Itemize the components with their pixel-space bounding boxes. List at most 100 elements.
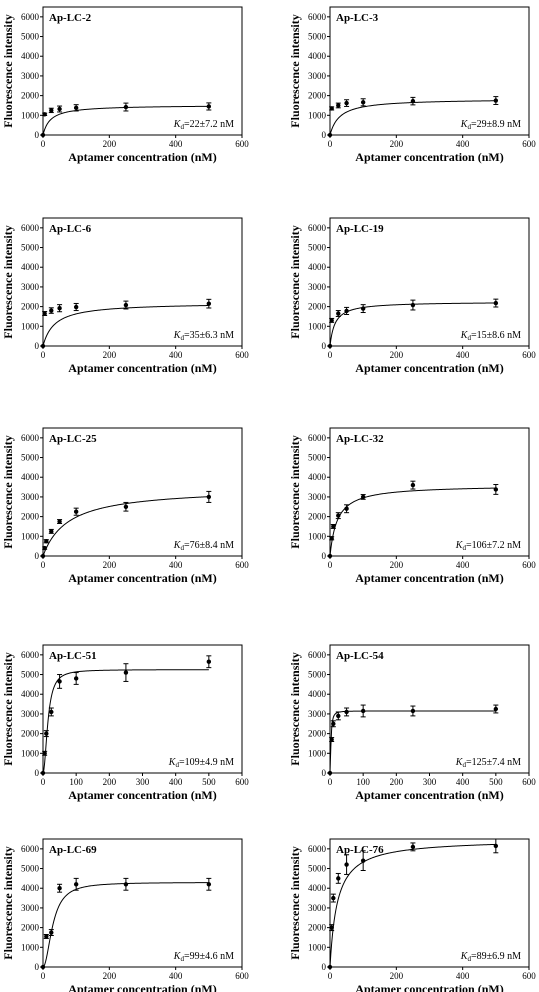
data-point xyxy=(331,895,336,901)
panel-title: Ap-LC-25 xyxy=(49,433,97,445)
y-tick-label: 4000 xyxy=(308,472,327,482)
y-tick-label: 1000 xyxy=(21,748,40,758)
y-tick-label: 3000 xyxy=(21,71,40,81)
x-axis-label: Aptamer concentration (nM) xyxy=(355,571,503,585)
kd-annotation: Kd=106±7.2 nM xyxy=(455,540,521,552)
y-tick-label: 4000 xyxy=(21,262,40,272)
y-tick-label: 5000 xyxy=(308,453,327,463)
y-axis-label: Fluorescence intensity xyxy=(1,846,15,959)
data-point xyxy=(493,487,499,492)
data-point xyxy=(57,519,62,524)
data-point xyxy=(336,713,341,719)
y-tick-label: 0 xyxy=(322,341,327,351)
chart-panel: 0 200 400 6000100020003000400050006000Aptam… xyxy=(1,217,249,375)
y-axis-label: Fluorescence intensity xyxy=(1,652,15,765)
data-point xyxy=(49,529,54,534)
x-tick-label: 0 xyxy=(41,560,46,570)
data-point xyxy=(344,308,349,314)
data-point xyxy=(42,751,47,756)
y-tick-label: 0 xyxy=(35,341,40,351)
y-tick-label: 0 xyxy=(322,130,327,140)
data-point xyxy=(336,103,341,108)
x-tick-label: 600 xyxy=(522,350,536,360)
data-point xyxy=(410,708,416,714)
y-tick-label: 0 xyxy=(322,551,327,561)
data-point xyxy=(206,882,212,887)
y-tick-label: 3000 xyxy=(308,903,327,913)
data-point xyxy=(493,98,499,103)
chart-panel: 0 200 400 6000100020003000400050006000Aptam… xyxy=(288,217,536,375)
y-tick-label: 1000 xyxy=(21,110,40,120)
data-point xyxy=(44,934,49,939)
x-tick-label: 500 xyxy=(202,777,216,787)
y-tick-label: 2000 xyxy=(308,512,327,522)
data-point xyxy=(327,553,333,559)
panel-title: Ap-LC-19 xyxy=(336,223,384,235)
x-tick-label: 300 xyxy=(423,777,437,787)
data-point xyxy=(329,536,334,541)
x-tick-label: 0 xyxy=(328,560,333,570)
y-tick-label: 0 xyxy=(35,962,40,972)
plot-frame xyxy=(329,838,530,968)
data-point xyxy=(206,494,212,500)
y-tick-label: 0 xyxy=(35,130,40,140)
data-point xyxy=(40,343,46,349)
data-point xyxy=(410,482,416,488)
y-tick-label: 1000 xyxy=(308,748,327,758)
x-tick-label: 200 xyxy=(390,350,404,360)
y-tick-label: 2000 xyxy=(308,91,327,101)
data-point xyxy=(57,886,62,891)
data-point xyxy=(206,104,212,109)
y-tick-label: 1000 xyxy=(21,321,40,331)
x-axis-label: Aptamer concentration (nM) xyxy=(355,788,503,802)
x-tick-label: 400 xyxy=(169,560,183,570)
chart-panel: 0 200 400 6000100020003000400050006000Aptam… xyxy=(1,6,249,164)
data-point xyxy=(329,737,334,742)
y-tick-label: 6000 xyxy=(21,12,40,22)
data-point xyxy=(331,524,336,529)
y-tick-label: 2000 xyxy=(308,729,327,739)
y-tick-label: 3000 xyxy=(21,903,40,913)
data-point xyxy=(123,104,129,110)
x-tick-label: 0 xyxy=(41,777,46,787)
data-point xyxy=(410,844,416,850)
x-tick-label: 200 xyxy=(390,560,404,570)
data-point xyxy=(327,343,333,349)
x-tick-label: 100 xyxy=(356,777,370,787)
data-point xyxy=(49,709,54,715)
x-tick-label: 0 xyxy=(41,350,46,360)
y-tick-label: 6000 xyxy=(21,650,40,660)
y-tick-label: 5000 xyxy=(21,32,40,42)
x-tick-label: 600 xyxy=(235,139,249,149)
data-point xyxy=(57,305,62,311)
y-tick-label: 2000 xyxy=(21,512,40,522)
data-point xyxy=(360,100,366,105)
data-point xyxy=(344,709,349,715)
x-tick-label: 300 xyxy=(136,777,150,787)
data-point xyxy=(123,504,129,509)
x-axis-label: Aptamer concentration (nM) xyxy=(68,150,216,164)
y-axis-label: Fluorescence intensity xyxy=(288,846,302,959)
y-tick-label: 0 xyxy=(35,551,40,561)
y-tick-label: 6000 xyxy=(21,223,40,233)
y-tick-label: 0 xyxy=(35,768,40,778)
x-tick-label: 400 xyxy=(456,777,470,787)
data-point xyxy=(327,964,333,970)
chart-panel: 0 200 400 6000100020003000400050006000Aptam… xyxy=(1,838,249,992)
x-tick-label: 200 xyxy=(103,560,117,570)
kd-annotation: Kd=22±7.2 nM xyxy=(173,119,234,131)
y-tick-label: 4000 xyxy=(308,51,327,61)
data-point xyxy=(206,301,212,306)
y-tick-label: 3000 xyxy=(308,492,327,502)
x-axis-label: Aptamer concentration (nM) xyxy=(355,982,503,992)
y-tick-label: 1000 xyxy=(21,531,40,541)
data-point xyxy=(327,770,333,776)
y-tick-label: 2000 xyxy=(21,923,40,933)
kd-annotation: Kd=99±4.6 nM xyxy=(173,951,234,963)
kd-annotation: Kd=89±6.9 nM xyxy=(460,951,521,963)
y-tick-label: 5000 xyxy=(308,243,327,253)
data-point xyxy=(360,858,366,863)
x-tick-label: 600 xyxy=(235,777,249,787)
x-tick-label: 0 xyxy=(41,971,46,981)
chart-panel: 0 200 400 6000100020003000400050006000Aptam… xyxy=(1,427,249,585)
